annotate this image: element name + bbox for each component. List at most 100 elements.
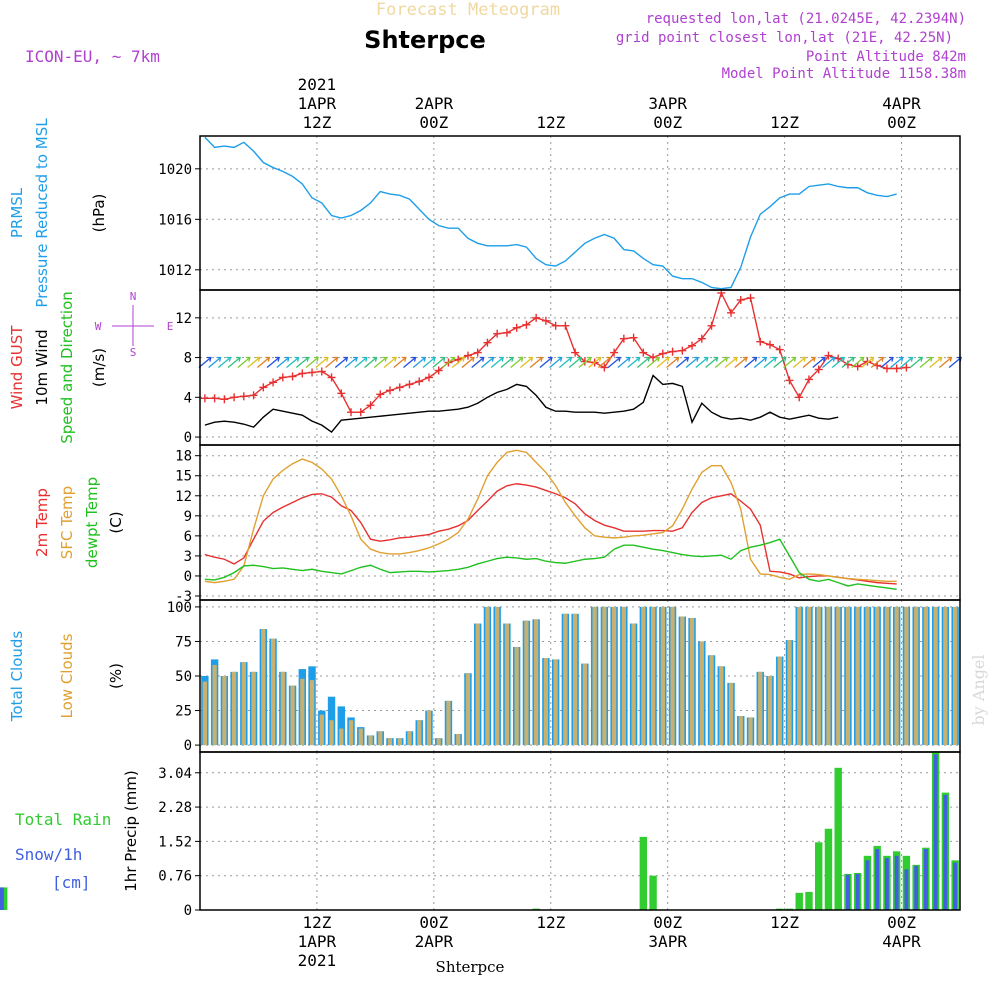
wind-arrow-head: [401, 356, 407, 362]
wind-arrow: [705, 356, 719, 369]
y-tick-label: 0: [184, 430, 192, 446]
snow-bar: [904, 869, 909, 910]
gust-label: Wind GUST: [8, 325, 26, 410]
wind-arrow-shaft: [461, 357, 475, 369]
wind-arrow-head: [382, 356, 388, 362]
wind-arrow: [773, 356, 787, 369]
wind-arrow: [227, 356, 241, 369]
wind-arrow: [549, 356, 563, 369]
wind-arrow: [529, 356, 543, 369]
low-cloud-bar: [270, 638, 276, 746]
gust-point: [610, 348, 619, 357]
wind-arrow-shaft: [841, 357, 855, 369]
dewpt-label: dewpt Temp: [83, 477, 101, 568]
wind-arrow-shaft: [734, 357, 748, 369]
low-cloud-bar: [514, 646, 519, 746]
low-cloud-bar: [582, 663, 588, 746]
temperature-panel: -3 0 3 6 9 12 15 18 2m Temp SFC Temp dewpt Temp (C): [33, 444, 961, 605]
wind-arrow-head: [918, 356, 923, 362]
wind-arrow-shaft: [695, 357, 709, 369]
wind-arrow: [490, 356, 505, 369]
low-cloud-bar: [923, 606, 929, 746]
wind-arrow: [305, 356, 319, 369]
wind-arrow-head: [411, 356, 417, 362]
wind-arrow: [919, 356, 933, 369]
wind-arrow-shaft: [831, 357, 845, 369]
snow-bar: [943, 794, 948, 910]
gust-point: [736, 295, 745, 304]
direction-compass: N S W E: [95, 290, 174, 359]
wind-arrow: [237, 356, 251, 369]
low-cloud-bar: [933, 606, 938, 746]
wind-arrow-head: [255, 356, 261, 362]
y-tick-label: 12: [175, 489, 192, 505]
wind-arrow-shaft: [578, 357, 592, 369]
total-cloud-bar: [337, 706, 345, 746]
low-cloud-bar: [797, 606, 802, 746]
low-cloud-bar: [845, 606, 851, 746]
low-cloud-bar: [202, 681, 208, 746]
wind-arrow-shaft: [471, 357, 485, 369]
wind-arrow-shaft: [919, 357, 933, 369]
time-axis-label: 2021: [298, 951, 337, 970]
wind-arrow-head: [840, 356, 846, 362]
wind-arrow: [500, 356, 514, 369]
gust-point: [249, 391, 258, 400]
wind-arrow: [695, 356, 709, 369]
y-tick-label: 3.04: [158, 766, 192, 782]
y-tick-label: 1016: [158, 212, 192, 228]
y-tick-label: 4: [184, 390, 192, 406]
gust-point: [863, 357, 872, 366]
requested-coords: requested lon,lat (21.0245E, 42.2394N): [646, 11, 966, 27]
low-cloud-bar: [397, 738, 402, 746]
wind-arrow-shaft: [851, 357, 865, 369]
wind-arrow-shaft: [822, 357, 835, 369]
low-cloud-bar: [446, 700, 451, 746]
compass-south: S: [130, 346, 137, 359]
low-cloud-bar: [650, 606, 656, 746]
gust-point: [532, 313, 541, 322]
y-tick-label: 8: [184, 351, 192, 367]
gust-point: [824, 351, 833, 360]
wind-arrow-head: [499, 356, 505, 362]
wind-arrow-shaft: [870, 357, 884, 369]
wind-arrow-shaft: [412, 357, 426, 369]
wind-arrow-shaft: [714, 357, 728, 369]
gust-point: [571, 348, 580, 357]
wind-arrow: [334, 356, 349, 369]
wind-arrow-head: [460, 356, 466, 362]
wind-panel: 0 4 8 12 N S W E Wind GUST 10m Wind Speed and Dire…: [8, 288, 962, 446]
wind-arrow-shaft: [286, 357, 299, 369]
wind-arrow-shaft: [783, 357, 796, 369]
low-cloud-bar: [836, 606, 841, 746]
wind-arrow-head: [849, 356, 855, 362]
wind-arrow-shaft: [588, 357, 602, 369]
gust-point: [551, 321, 560, 330]
precipitation-labels: Total Rain Snow/1h [cm] 1hr Precip (mm): [15, 770, 140, 892]
gust-series-line: [204, 291, 907, 413]
direction-label: Speed and Direction: [58, 291, 76, 444]
wind-arrow: [802, 356, 816, 369]
wind-arrow-head: [557, 356, 563, 362]
wind-arrow-shaft: [451, 357, 465, 369]
wind-arrow-head: [206, 356, 212, 362]
top-time-label: 3APR: [648, 94, 687, 113]
gust-point: [473, 348, 482, 357]
low-cloud-label: Low Clouds: [58, 633, 76, 718]
time-axis-label: 12Z: [302, 913, 331, 932]
top-time-label: 2APR: [415, 94, 454, 113]
low-cloud-bar: [943, 606, 948, 746]
rain-label: Total Rain: [15, 810, 111, 829]
precipitation-frame: [199, 751, 961, 911]
wind-arrow-head: [625, 356, 631, 362]
wind-arrow-head: [655, 356, 660, 362]
compass-west: W: [95, 320, 102, 333]
gust-point: [269, 378, 278, 387]
wind-arrow-shaft: [383, 357, 397, 369]
low-cloud-bar: [767, 676, 773, 746]
time-axis-label: 3APR: [648, 932, 687, 951]
temperature-labels: 2m Temp SFC Temp dewpt Temp (C): [33, 477, 125, 568]
y-tick-label: 18: [175, 449, 192, 465]
